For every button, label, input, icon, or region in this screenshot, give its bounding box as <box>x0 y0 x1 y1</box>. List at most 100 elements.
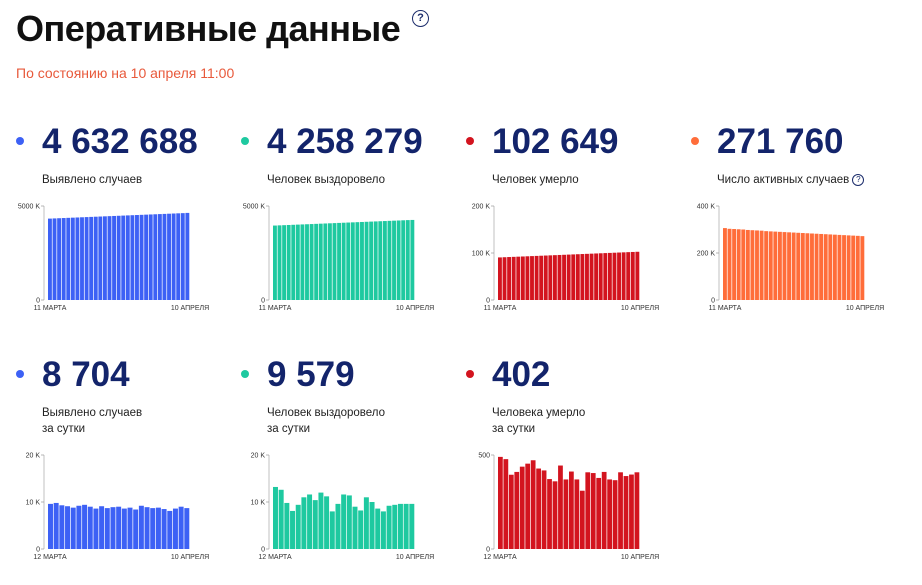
bar <box>98 216 103 300</box>
series-dot <box>466 370 474 378</box>
series-dot <box>16 137 24 145</box>
bar <box>346 222 351 300</box>
y-tick-label: 200 K <box>697 251 716 258</box>
bar <box>519 466 525 549</box>
bar <box>70 507 76 549</box>
bar <box>851 235 856 300</box>
bar <box>507 257 512 300</box>
bar <box>153 214 158 300</box>
bar <box>574 479 580 549</box>
stat-label-text: Человек выздоровело <box>267 407 386 419</box>
stat-label: Число активных случаев? <box>717 172 865 188</box>
bar <box>48 503 53 549</box>
bar <box>61 218 66 300</box>
y-tick-label: 20 K <box>251 453 266 460</box>
stat-label: Выявлено случаев <box>42 405 142 421</box>
bar <box>547 479 552 549</box>
bar <box>82 504 88 549</box>
bar <box>777 231 782 300</box>
bar <box>93 508 99 549</box>
bar <box>558 465 563 549</box>
stat-label-period: за сутки <box>492 423 536 435</box>
stat-label-period: за сутки <box>42 423 86 435</box>
bar <box>773 231 778 300</box>
bar <box>750 230 755 300</box>
bar <box>736 229 741 300</box>
stat-value: 102 649 <box>492 122 619 161</box>
bar <box>410 219 415 300</box>
bar <box>66 217 71 300</box>
bar <box>273 486 278 549</box>
stat-label-text: Человека умерло <box>492 407 586 419</box>
bar <box>759 230 764 300</box>
bar <box>112 215 117 300</box>
bar <box>52 218 57 300</box>
bar <box>607 252 612 300</box>
bar-chart: 200 K 100 K 011 МАРТА 10 АПРЕЛЯ <box>472 204 659 313</box>
bar <box>508 474 514 549</box>
bar <box>87 506 93 549</box>
bar <box>596 477 602 549</box>
y-tick-label: 400 K <box>697 204 716 211</box>
bar <box>380 511 386 549</box>
bar <box>75 217 80 300</box>
bar <box>93 216 98 300</box>
bar <box>282 225 287 300</box>
bar <box>318 492 324 549</box>
bar <box>741 229 746 300</box>
bar <box>594 253 599 300</box>
bar <box>520 256 525 300</box>
x-tick-label-start: 11 МАРТА <box>259 305 292 312</box>
bar <box>623 476 629 549</box>
bar <box>355 222 360 300</box>
bar <box>184 508 190 549</box>
bar <box>539 255 544 300</box>
bar <box>511 256 516 300</box>
bar <box>157 214 162 300</box>
bar <box>295 224 300 300</box>
bar <box>352 506 358 549</box>
series-dot <box>241 137 249 145</box>
bar <box>116 506 122 549</box>
bar <box>516 256 521 300</box>
y-tick-label: 100 K <box>472 251 491 258</box>
bar <box>621 252 626 300</box>
bar <box>59 505 65 549</box>
bar <box>116 215 121 300</box>
stat-value: 9 579 <box>267 355 355 394</box>
help-icon[interactable]: ? <box>412 10 429 27</box>
bar <box>102 216 107 300</box>
recovered-total-card: 4 258 279 Человек выздоровело 5000 K 0 11 МА… <box>241 122 441 352</box>
bar <box>787 232 792 300</box>
stat-label-text: Выявлено случаев <box>42 407 143 419</box>
help-icon[interactable]: ? <box>852 174 865 186</box>
bar <box>273 225 277 300</box>
bar <box>133 509 139 549</box>
series-dot <box>16 370 24 378</box>
bar <box>392 504 398 549</box>
bar <box>121 215 126 300</box>
y-tick-label: 0 <box>711 298 715 305</box>
y-tick-label: 10 K <box>26 500 41 507</box>
bar <box>301 497 307 549</box>
bar <box>598 253 603 300</box>
bar-chart: 20 K 10 K 012 МАРТА 10 АПРЕЛЯ <box>251 453 435 562</box>
bar <box>860 236 865 300</box>
bar <box>819 233 824 300</box>
bar <box>626 252 631 300</box>
bar <box>814 233 819 300</box>
bar-chart: 5000 K 011 МАРТА 10 АПРЕЛЯ <box>18 204 209 313</box>
bar <box>378 221 383 300</box>
bar <box>178 506 184 549</box>
bar <box>530 256 534 300</box>
bar <box>364 221 369 300</box>
bar <box>396 220 401 300</box>
bar <box>768 231 773 300</box>
y-tick-label: 5000 K <box>18 204 41 211</box>
bar <box>278 489 284 549</box>
y-tick-label: 20 K <box>26 453 41 460</box>
bar-chart: 20 K 10 K 012 МАРТА 10 АПРЕЛЯ <box>26 453 210 562</box>
bar <box>295 504 301 549</box>
stat-label: Выявлено случаев <box>42 172 142 188</box>
y-tick-label: 5000 K <box>243 204 266 211</box>
